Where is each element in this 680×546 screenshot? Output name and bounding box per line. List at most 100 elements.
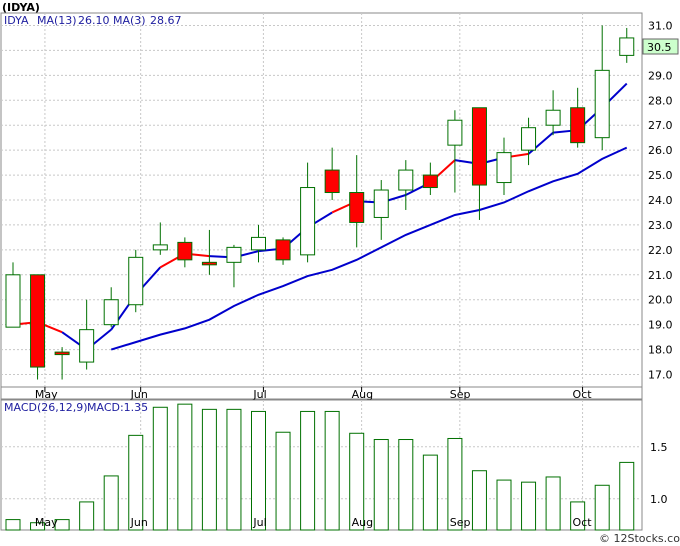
candle [471, 107, 487, 220]
macd-bar [545, 476, 561, 531]
candle-body [447, 119, 463, 146]
candle-body [79, 329, 95, 363]
x-axis-band [0, 386, 643, 400]
candle-body [30, 274, 46, 368]
candle [349, 155, 365, 248]
candle [324, 147, 340, 200]
price-y-tick-label: 25.0 [648, 169, 673, 182]
ma13-line [110, 146, 628, 351]
candle [496, 137, 512, 196]
candle [251, 224, 266, 263]
watermark: © 12Stocks.com [599, 532, 680, 545]
candle [54, 347, 70, 380]
candle-body [422, 174, 438, 189]
macd-value-label: MACD:1.35 [87, 401, 148, 414]
candle [545, 90, 561, 136]
candle-body [54, 351, 70, 356]
macd-bar [619, 461, 635, 531]
price-gridlines [1, 13, 642, 387]
price-y-tick-label: 29.0 [648, 69, 673, 82]
price-x-axis: May Jun Jul Aug Sep Oct [0, 386, 643, 401]
macd-y-tick-label: 1.0 [650, 493, 668, 506]
candles [5, 25, 635, 380]
macd-bar [570, 501, 586, 531]
macd-y-axis: 1.0 1.5 [650, 441, 668, 506]
macd-bars [5, 403, 635, 531]
candle [373, 180, 389, 240]
macd-bar [275, 431, 291, 531]
candle-body [300, 187, 316, 256]
candle-body [545, 109, 561, 126]
macd-bar [324, 410, 340, 531]
macd-bar [349, 432, 365, 531]
macd-bar [447, 437, 463, 531]
candle [152, 222, 168, 255]
price-y-axis: 17.0 18.0 19.0 20.0 21.0 22.0 23.0 24.0 25.0 26.0… [648, 19, 673, 381]
candle-body [398, 169, 414, 191]
candle-body [471, 107, 487, 186]
macd-bar [201, 408, 217, 531]
price-panel: 17.0 18.0 19.0 20.0 21.0 22.0 23.0 24.0 25.0 26.0… [0, 1, 679, 388]
candle-body [103, 299, 119, 326]
price-x-tick-label: Sep [450, 388, 471, 401]
candle [570, 87, 586, 148]
macd-x-tick-label: Oct [573, 516, 593, 529]
macd-y-tick-label: 1.5 [650, 441, 668, 454]
last-price-badge: 30.5 [642, 38, 679, 55]
price-y-tick-label: 20.0 [648, 294, 673, 307]
price-y-tick-label: 24.0 [648, 194, 673, 207]
candle-body [496, 152, 512, 184]
legend-ticker: IDYA [4, 14, 29, 27]
last-price-box [642, 38, 679, 55]
macd-bar [30, 522, 46, 531]
price-y-tick-label: 22.0 [648, 244, 673, 257]
macd-x-tick-label: Aug [352, 516, 373, 529]
price-y-tick-label: 19.0 [648, 319, 673, 332]
chart-title: (IDYA) [2, 1, 40, 14]
price-y-tick-label: 28.0 [648, 94, 673, 107]
candle [177, 237, 193, 268]
price-x-tick-label: Jun [130, 388, 148, 401]
price-x-tick-label: Aug [352, 388, 373, 401]
price-y-tick-label: 27.0 [648, 119, 673, 132]
macd-x-tick-label: Jun [130, 516, 148, 529]
candle [447, 110, 463, 193]
macd-bar [422, 454, 438, 531]
legend-ma13-value: 26.10 [78, 14, 110, 27]
price-x-tick-label: Oct [573, 388, 593, 401]
price-y-tick-label: 17.0 [648, 369, 673, 382]
candle [422, 162, 438, 196]
macd-bar [5, 519, 21, 531]
candle-body [177, 241, 193, 261]
candle [128, 249, 144, 313]
candle [226, 244, 242, 288]
macd-bar [300, 410, 316, 531]
macd-x-axis: May Jun Jul Aug Sep Oct [35, 516, 592, 529]
candle-body [201, 261, 217, 266]
legend-ma3-value: 28.67 [150, 14, 182, 27]
price-y-tick-label: 23.0 [648, 219, 673, 232]
candle-body [152, 244, 168, 251]
candle [79, 299, 95, 370]
candle-body [521, 127, 537, 151]
candle-body [324, 169, 340, 194]
candle [521, 117, 537, 166]
macd-bar [79, 501, 95, 531]
macd-x-tick-label: Sep [450, 516, 471, 529]
macd-panel: 1.0 1.5 MACD(26,12,9) MACD:1.35 [0, 399, 668, 531]
candle-body [5, 274, 21, 328]
candle-body [275, 239, 291, 261]
macd-bar [152, 406, 168, 531]
macd-x-tick-label: May [35, 516, 58, 529]
macd-bar [594, 484, 610, 531]
candle [619, 27, 635, 63]
ma13-polyline [110, 146, 628, 351]
candle [5, 262, 21, 328]
macd-bar [496, 479, 512, 531]
candle-body [619, 37, 635, 56]
last-price-value: 30.5 [647, 41, 672, 54]
candle [201, 229, 217, 275]
macd-bar [398, 439, 414, 531]
candle-body [251, 236, 266, 251]
macd-bar [128, 434, 144, 531]
